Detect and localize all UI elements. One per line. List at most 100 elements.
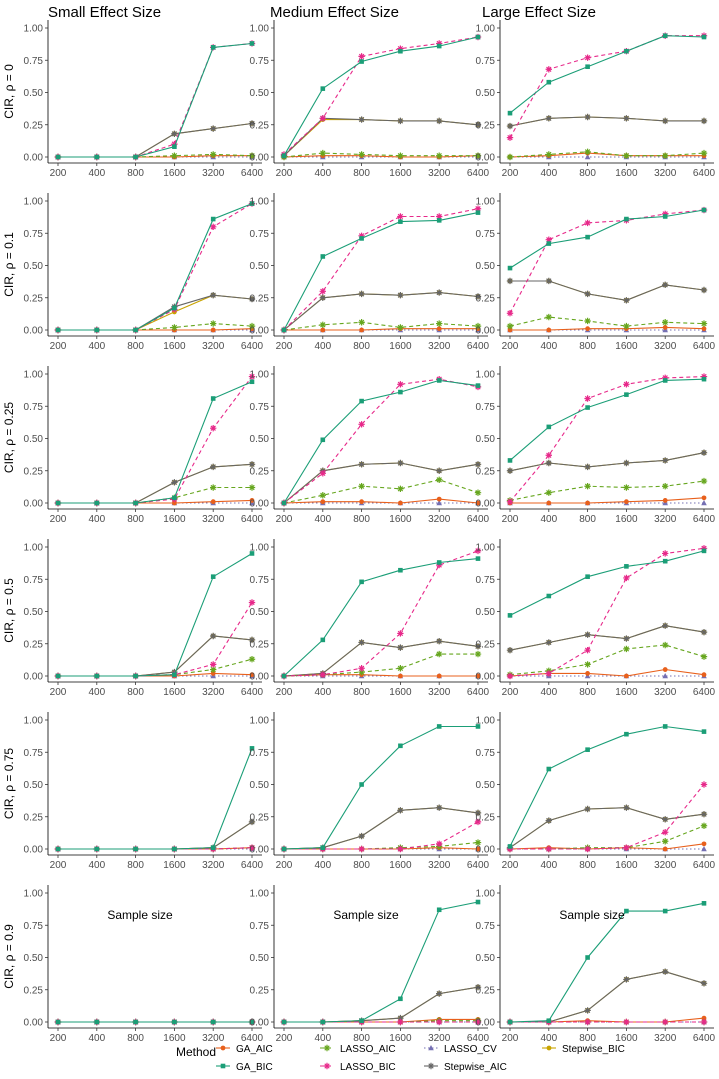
y-tick-label: 0.50 xyxy=(476,953,496,964)
data-point xyxy=(546,327,552,333)
series-line xyxy=(58,42,253,158)
x-tick-label: 200 xyxy=(50,514,67,525)
legend-item-stepwise-bic: Stepwise_BIC xyxy=(542,1044,625,1055)
x-tick-label: 1600 xyxy=(163,514,186,525)
legend-key-marker xyxy=(427,1062,435,1070)
data-point xyxy=(94,1019,100,1025)
y-tick-label: 1.00 xyxy=(250,889,270,900)
data-point xyxy=(584,845,591,853)
data-point xyxy=(623,645,630,653)
data-point xyxy=(359,236,364,241)
data-point xyxy=(507,458,513,463)
data-point xyxy=(584,483,591,490)
data-point xyxy=(171,479,178,486)
data-point xyxy=(701,672,707,678)
x-tick-label: 400 xyxy=(88,687,105,698)
data-point xyxy=(359,499,364,505)
series-line xyxy=(284,328,478,331)
data-point xyxy=(397,117,404,125)
data-point xyxy=(585,326,590,332)
panel-r1-c0: 0.00 0.25 0.50 0.75 1.00 200 400 800 1600 3200 640… xyxy=(24,193,264,352)
data-point xyxy=(358,845,365,853)
series-ga-bic xyxy=(55,746,255,852)
legend-item-ga-bic: GA_BIC xyxy=(216,1062,273,1073)
y-tick-label: 1.00 xyxy=(476,889,496,900)
data-point xyxy=(700,449,708,456)
data-point xyxy=(210,484,217,491)
x-tick-label: 200 xyxy=(502,341,519,352)
x-tick-label: 3200 xyxy=(202,1033,225,1044)
x-tick-label: 6400 xyxy=(241,514,264,525)
data-point xyxy=(210,661,217,668)
x-tick-label: 400 xyxy=(540,860,557,871)
data-point xyxy=(546,500,552,506)
data-point xyxy=(320,499,326,505)
data-point xyxy=(585,574,590,579)
data-point xyxy=(507,110,513,116)
data-point xyxy=(700,477,708,485)
panel-r3-c0: 0.00 0.25 0.50 0.75 1.00 200 400 800 1600 3200 640… xyxy=(24,539,264,698)
data-point xyxy=(320,845,326,851)
data-point xyxy=(474,809,482,817)
data-point xyxy=(662,667,668,672)
x-tick-label: 400 xyxy=(314,860,331,871)
data-point xyxy=(171,140,178,148)
y-tick-label: 0.25 xyxy=(476,120,496,131)
data-point xyxy=(133,1019,138,1025)
series-line xyxy=(283,152,478,158)
data-point xyxy=(474,489,482,496)
data-point xyxy=(172,672,177,678)
data-point xyxy=(474,839,482,846)
data-point xyxy=(546,79,552,85)
data-point xyxy=(94,327,100,333)
y-tick-label: 0.75 xyxy=(250,921,270,932)
data-point xyxy=(210,666,217,673)
series-line xyxy=(283,36,479,156)
data-point xyxy=(662,550,669,557)
y-tick-label: 1.00 xyxy=(24,370,44,381)
x-tick-label: 1600 xyxy=(163,168,186,179)
series-line xyxy=(509,151,705,158)
data-point xyxy=(624,499,629,505)
y-tick-label: 0.25 xyxy=(250,639,270,650)
panel-r5-c0: 0.00 0.25 0.50 0.75 1.00 200 400 800 1600 3200 640… xyxy=(24,885,264,1044)
x-tick-label: 1600 xyxy=(163,1033,186,1044)
x-tick-label: 6400 xyxy=(241,341,264,352)
data-point xyxy=(662,374,669,382)
data-point xyxy=(506,845,514,853)
series-line xyxy=(509,807,705,849)
y-tick-label: 0.75 xyxy=(476,748,496,759)
y-tick-label: 0.50 xyxy=(250,607,270,618)
y-tick-label: 0.00 xyxy=(250,672,270,683)
x-tick-label: 400 xyxy=(88,341,105,352)
x-tick-label: 1600 xyxy=(389,860,412,871)
data-point xyxy=(662,457,669,464)
data-point xyxy=(662,1018,669,1026)
series-ga-bic xyxy=(507,901,707,1025)
y-tick-label: 0.75 xyxy=(476,921,496,932)
y-tick-label: 0.25 xyxy=(476,985,496,996)
series-line xyxy=(58,553,253,677)
panel-r0-c2: 0.00 0.25 0.50 0.75 1.00 200 400 800 1600 3200 640… xyxy=(476,20,716,179)
series-line xyxy=(509,376,705,503)
y-tick-label: 0.00 xyxy=(250,499,270,510)
data-point xyxy=(358,151,365,158)
y-tick-label: 0.25 xyxy=(24,985,44,996)
series-line xyxy=(58,748,253,850)
y-tick-label: 0.00 xyxy=(24,153,44,164)
data-point xyxy=(248,295,256,303)
y-tick-label: 0.00 xyxy=(476,1018,496,1029)
x-tick-label: 200 xyxy=(50,860,67,871)
data-point xyxy=(210,151,217,158)
data-point xyxy=(397,485,404,493)
y-tick-label: 0.00 xyxy=(24,845,44,856)
data-point xyxy=(171,130,178,137)
series-line xyxy=(58,203,253,331)
data-point xyxy=(210,291,217,299)
data-point xyxy=(545,670,552,677)
data-point xyxy=(55,846,61,852)
series-line xyxy=(283,321,479,331)
data-point xyxy=(248,152,256,159)
data-point xyxy=(662,498,668,503)
